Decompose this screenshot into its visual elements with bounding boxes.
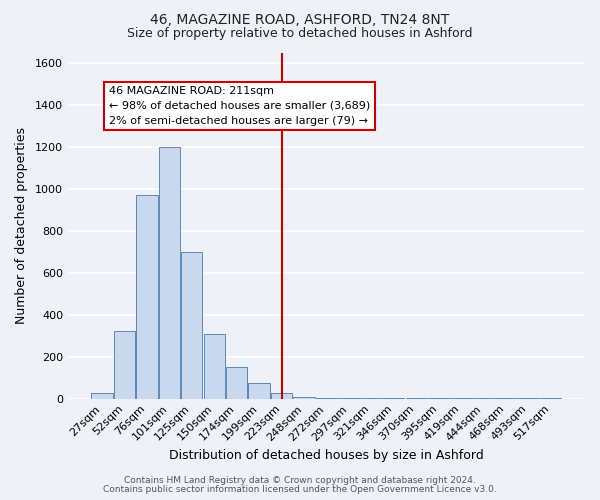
Bar	[91, 394, 113, 398]
Text: Contains public sector information licensed under the Open Government Licence v3: Contains public sector information licen…	[103, 485, 497, 494]
Bar	[159, 147, 180, 399]
Text: Size of property relative to detached houses in Ashford: Size of property relative to detached ho…	[127, 28, 473, 40]
X-axis label: Distribution of detached houses by size in Ashford: Distribution of detached houses by size …	[169, 450, 484, 462]
Text: 46, MAGAZINE ROAD, ASHFORD, TN24 8NT: 46, MAGAZINE ROAD, ASHFORD, TN24 8NT	[151, 12, 449, 26]
Text: Contains HM Land Registry data © Crown copyright and database right 2024.: Contains HM Land Registry data © Crown c…	[124, 476, 476, 485]
Text: 46 MAGAZINE ROAD: 211sqm
← 98% of detached houses are smaller (3,689)
2% of semi: 46 MAGAZINE ROAD: 211sqm ← 98% of detach…	[109, 86, 370, 126]
Bar	[226, 367, 247, 398]
Bar	[203, 334, 225, 398]
Y-axis label: Number of detached properties: Number of detached properties	[15, 127, 28, 324]
Bar	[293, 396, 314, 398]
Bar	[114, 330, 135, 398]
Bar	[136, 195, 158, 398]
Bar	[271, 394, 292, 398]
Bar	[181, 252, 202, 398]
Bar	[248, 383, 270, 398]
